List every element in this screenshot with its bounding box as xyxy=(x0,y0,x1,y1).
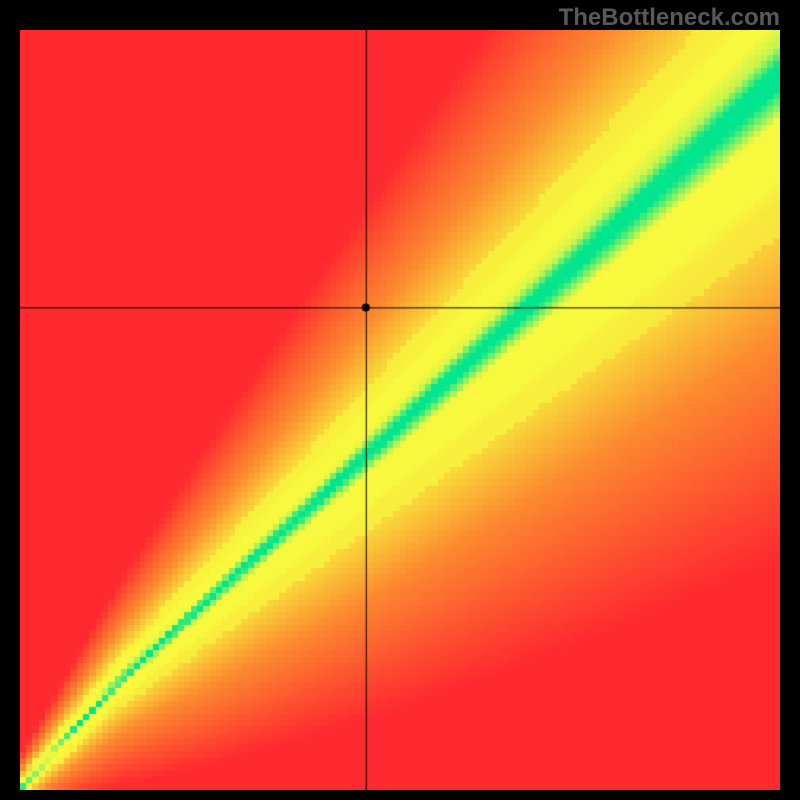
bottleneck-heatmap xyxy=(20,30,780,790)
chart-container: TheBottleneck.com xyxy=(0,0,800,800)
watermark-text: TheBottleneck.com xyxy=(559,4,780,32)
